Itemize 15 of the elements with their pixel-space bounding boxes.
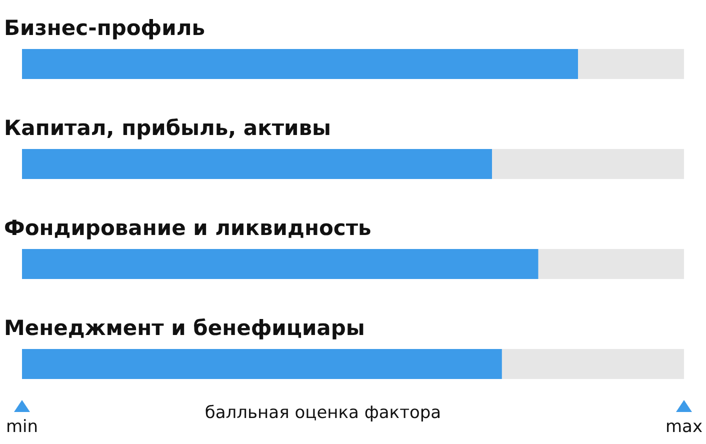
y-tick-label: Бизнес-профиль	[4, 16, 206, 40]
bar	[22, 349, 502, 379]
bar	[492, 149, 684, 179]
bar	[22, 249, 538, 279]
bar	[22, 49, 578, 79]
y-tick-label: Капитал, прибыль, активы	[4, 116, 332, 140]
bar	[578, 49, 684, 79]
y-tick-label: Менеджмент и бенефициары	[4, 316, 365, 340]
text: min	[6, 417, 38, 437]
bar	[22, 149, 492, 179]
bar	[502, 349, 684, 379]
y-tick-label: Фондирование и ликвидность	[4, 216, 372, 240]
text: max	[665, 417, 703, 437]
x-axis-title: балльная оценка фактора	[204, 403, 442, 423]
bar	[538, 249, 684, 279]
